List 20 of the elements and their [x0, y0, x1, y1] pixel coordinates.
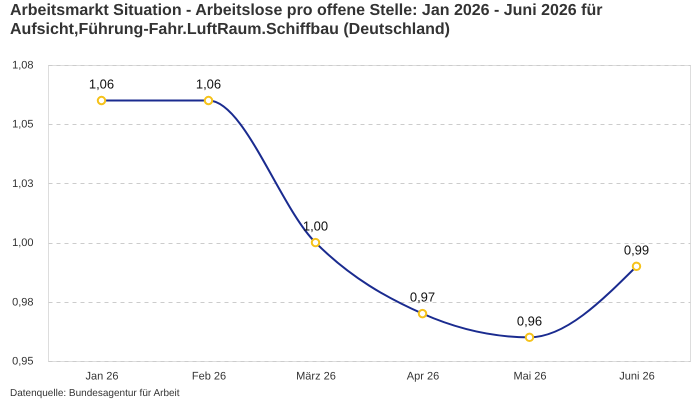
y-tick-label: 1,03 — [12, 178, 34, 190]
data-label: 0,96 — [516, 313, 542, 328]
y-tick-label: 0,98 — [12, 296, 34, 308]
x-tick-label: Feb 26 — [192, 370, 226, 382]
x-tick-label: Jan 26 — [85, 370, 119, 382]
y-tick-label: 0,95 — [12, 356, 34, 368]
data-label: 1,00 — [302, 218, 328, 234]
data-label: 1,06 — [196, 76, 222, 92]
chart-title: Arbeitsmarkt Situation - Arbeitslose pro offene Stelle: Jan 2026 - Juni 2026 für Aufsicht,Führung-Fahr.LuftRaum.Schiffbau (Deutschland) — [10, 2, 602, 38]
y-tick-label: 1,00 — [12, 237, 34, 250]
x-tick-label: Mai 26 — [513, 370, 547, 382]
data-label: 1,06 — [88, 76, 114, 92]
data-label: 0,97 — [410, 290, 436, 305]
text: Datenquelle: Bundesagentur für Arbeit — [10, 388, 180, 399]
x-tick-label: Apr 26 — [406, 370, 440, 382]
y-tick-label: 1,08 — [12, 60, 34, 72]
x-tick-label: März 26 — [296, 370, 336, 382]
y-tick-label: 1,05 — [12, 118, 34, 131]
x-tick-label: Juni 26 — [619, 370, 655, 382]
data-label: 0,99 — [624, 242, 650, 258]
